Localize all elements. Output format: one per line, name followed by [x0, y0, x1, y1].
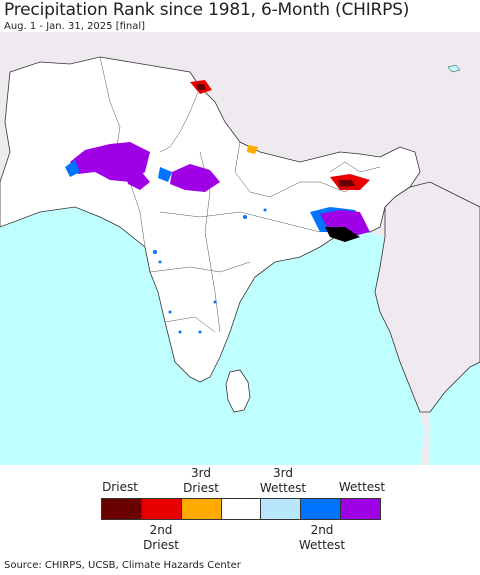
legend-swatch — [301, 499, 342, 519]
source-credit: Source: CHIRPS, UCSB, Climate Hazards Ce… — [4, 560, 241, 571]
island — [447, 64, 461, 73]
legend-label-2nd-wettest: 2nd Wettest — [298, 523, 346, 552]
sea-east — [430, 362, 480, 465]
map-subtitle: Aug. 1 - Jan. 31, 2025 [final] — [4, 21, 146, 32]
legend-color-bar — [101, 498, 381, 520]
legend-swatch — [261, 499, 302, 519]
legend-label-3rd-wettest: 3rd Wettest — [259, 466, 307, 495]
sri-lanka — [225, 369, 251, 413]
legend-swatch — [181, 499, 222, 519]
legend-label-wettest: Wettest — [338, 480, 386, 494]
myanmar — [374, 181, 480, 413]
map-title: Precipitation Rank since 1981, 6-Month (… — [4, 0, 410, 20]
wet-anomalies — [65, 142, 370, 242]
scattered-wet — [153, 208, 267, 334]
dry-anomalies — [190, 80, 370, 190]
legend-label-2nd-driest: 2nd Driest — [143, 523, 179, 552]
legend-swatch — [221, 499, 262, 519]
legend-label-driest: Driest — [102, 480, 138, 494]
sea — [0, 207, 425, 465]
legend-swatch — [102, 499, 142, 519]
legend-swatch — [341, 499, 381, 519]
legend-swatch — [141, 499, 182, 519]
legend-label-3rd-driest: 3rd Driest — [183, 466, 219, 495]
precipitation-rank-map — [0, 32, 480, 465]
